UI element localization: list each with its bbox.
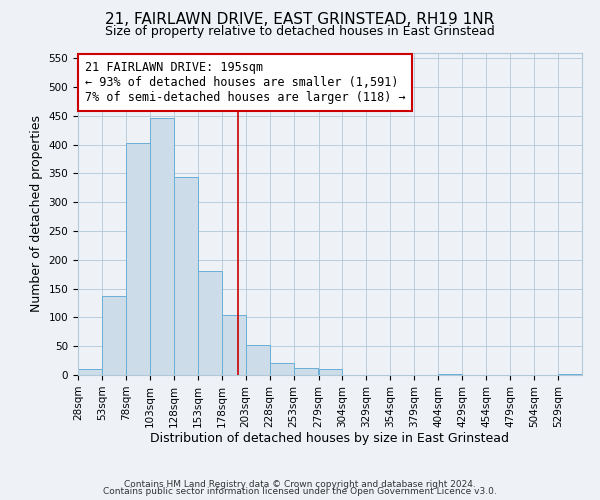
Bar <box>293 368 317 375</box>
Bar <box>174 177 198 375</box>
Bar <box>150 118 174 375</box>
Text: Contains HM Land Registry data © Crown copyright and database right 2024.: Contains HM Land Registry data © Crown c… <box>124 480 476 489</box>
Text: Size of property relative to detached houses in East Grinstead: Size of property relative to detached ho… <box>105 25 495 38</box>
Text: Contains public sector information licensed under the Open Government Licence v3: Contains public sector information licen… <box>103 488 497 496</box>
Bar <box>438 374 462 375</box>
Bar <box>198 272 222 375</box>
Y-axis label: Number of detached properties: Number of detached properties <box>30 116 43 312</box>
Bar <box>558 374 582 375</box>
Bar <box>102 296 126 375</box>
Bar <box>222 314 245 375</box>
Text: 21 FAIRLAWN DRIVE: 195sqm
← 93% of detached houses are smaller (1,591)
7% of sem: 21 FAIRLAWN DRIVE: 195sqm ← 93% of detac… <box>85 61 406 104</box>
Bar <box>319 369 343 375</box>
Text: 21, FAIRLAWN DRIVE, EAST GRINSTEAD, RH19 1NR: 21, FAIRLAWN DRIVE, EAST GRINSTEAD, RH19… <box>106 12 494 28</box>
Bar <box>245 345 269 375</box>
X-axis label: Distribution of detached houses by size in East Grinstead: Distribution of detached houses by size … <box>151 432 509 446</box>
Bar <box>78 369 102 375</box>
Bar <box>269 364 293 375</box>
Bar <box>126 144 150 375</box>
